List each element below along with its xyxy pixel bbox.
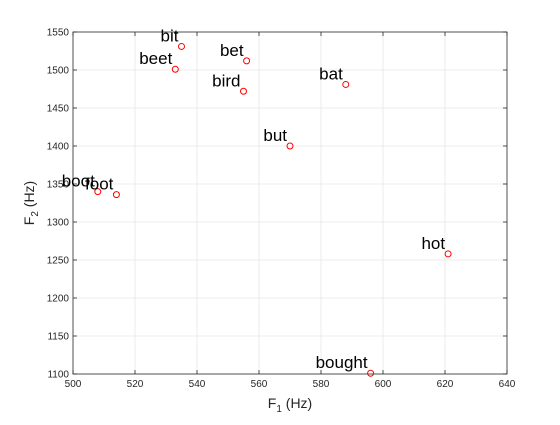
x-tick-label: 640 xyxy=(499,379,516,390)
x-tick-label: 540 xyxy=(189,379,206,390)
x-tick-label: 520 xyxy=(127,379,144,390)
point-label: bat xyxy=(319,64,343,83)
x-tick-label: 500 xyxy=(65,379,82,390)
point-label: bit xyxy=(161,26,179,45)
y-tick-label: 1500 xyxy=(47,66,70,77)
x-tick-label: 600 xyxy=(375,379,392,390)
y-tick-label: 1400 xyxy=(47,142,70,153)
point-label: bought xyxy=(316,353,368,372)
y-tick-label: 1100 xyxy=(47,370,69,381)
y-tick-label: 1200 xyxy=(47,294,70,305)
point-label: hot xyxy=(421,234,445,253)
x-tick-label: 620 xyxy=(437,379,454,390)
y-tick-label: 1250 xyxy=(47,256,70,267)
x-tick-label: 580 xyxy=(313,379,330,390)
y-tick-label: 1550 xyxy=(47,28,70,39)
point-label: bird xyxy=(212,71,240,90)
point-label: beet xyxy=(139,49,172,68)
x-axis-label-suffix: (Hz) xyxy=(282,395,312,411)
point-label: bet xyxy=(220,41,244,60)
x-axis-label-main: F xyxy=(268,395,277,411)
y-axis-label: F2 (Hz) xyxy=(21,181,41,225)
y-tick-label: 1300 xyxy=(47,218,70,229)
y-tick-label: 1150 xyxy=(47,332,69,343)
y-tick-label: 1450 xyxy=(47,104,70,115)
y-axis-label-main: F xyxy=(21,217,37,226)
x-axis-label: F1 (Hz) xyxy=(268,395,312,415)
x-tick-label: 560 xyxy=(251,379,268,390)
point-label: foot xyxy=(85,175,114,194)
point-label: but xyxy=(263,126,287,145)
plot-area xyxy=(73,32,507,374)
y-axis-label-suffix: (Hz) xyxy=(21,181,37,211)
